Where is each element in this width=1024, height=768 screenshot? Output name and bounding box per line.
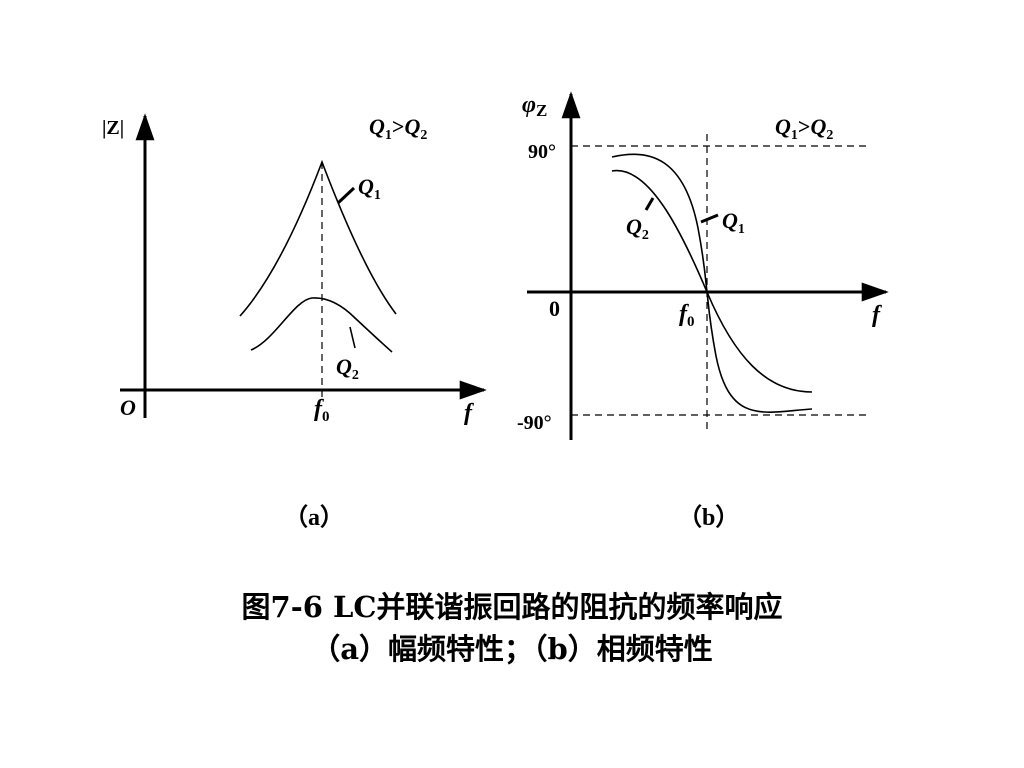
panel-b-y-axis-label: φZ	[522, 92, 547, 120]
panel-a-panel-label: （a）	[284, 504, 344, 531]
panel-b-curve-q1-label: Q1	[722, 208, 745, 237]
panel-b-curve-q2	[611, 169, 813, 393]
panel-b-tick-minus90: -90°	[517, 412, 552, 434]
panel-a-relation-label: Q1>Q2	[369, 114, 427, 143]
panel-b-curve-q1	[611, 153, 813, 413]
panel-b-q2-leader	[644, 197, 655, 211]
figure-caption-line1: 图7-6 LC并联谐振回路的阻抗的频率响应	[241, 590, 783, 624]
panel-b-x-axis-label: f	[872, 302, 882, 328]
panel-a-x-axis-label: f	[464, 400, 474, 426]
panel-b-tick-90: 90°	[528, 141, 556, 163]
panel-a: |Z| O f f0 Q1>Q2 Q1 Q2 （a）	[102, 113, 487, 531]
panel-a-origin-label: O	[120, 395, 136, 420]
panel-b-q1-leader	[700, 213, 719, 224]
panel-b-center-label: f0	[679, 301, 695, 330]
panel-b-relation-label: Q1>Q2	[775, 114, 833, 143]
panel-a-center-label: f0	[314, 396, 330, 425]
panel-a-q1-leader	[336, 186, 356, 205]
panel-b-origin-label: 0	[549, 296, 560, 321]
figure-caption-line2: （a）幅频特性；（b）相频特性	[311, 632, 713, 666]
panel-b-panel-label: （b）	[678, 504, 739, 531]
panel-a-q2-leader	[349, 326, 356, 349]
panel-b: φZ 90° -90° 0 f f0 Q1>Q2 Q1 Q2 （b）	[517, 91, 889, 531]
panel-a-curve-q2-label: Q2	[336, 354, 359, 383]
panel-a-curve-q2	[250, 297, 393, 353]
panel-b-curve-q2-label: Q2	[626, 214, 649, 243]
panel-a-curve-q1-label: Q1	[358, 174, 381, 203]
panel-a-curve-q1	[239, 159, 397, 317]
panel-a-y-axis-label: |Z|	[102, 117, 124, 139]
